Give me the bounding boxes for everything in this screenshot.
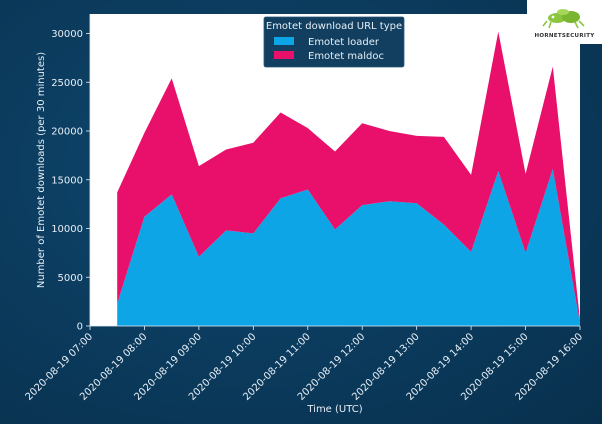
y-tick-label: 5000 xyxy=(58,273,83,284)
y-tick-label: 10000 xyxy=(51,224,83,235)
legend-items: Emotet loader Emotet maldoc xyxy=(274,37,384,62)
y-tick-label: 20000 xyxy=(51,127,83,138)
legend-label-emotet-loader: Emotet loader xyxy=(308,37,380,48)
logo-wordmark: HORNETSECURITY xyxy=(534,33,595,39)
legend-title: Emotet download URL type xyxy=(266,21,402,32)
legend-label-emotet-maldoc: Emotet maldoc xyxy=(308,51,384,62)
legend: Emotet download URL type Emotet loaderEm… xyxy=(263,16,405,68)
y-tick-label: 30000 xyxy=(51,29,83,40)
y-tick-label: 25000 xyxy=(51,78,83,89)
y-tick-label: 15000 xyxy=(51,175,83,186)
legend-box xyxy=(263,16,405,68)
y-axis-label: Number of Emotet downloads (per 30 minut… xyxy=(36,52,47,288)
legend-swatch-emotet-loader xyxy=(274,37,294,45)
x-axis-label: Time (UTC) xyxy=(306,404,362,415)
legend-swatch-emotet-maldoc xyxy=(274,51,294,59)
area-emotet-loader xyxy=(117,169,580,326)
hornet-icon xyxy=(542,9,585,29)
y-tick-label: 0 xyxy=(77,322,83,333)
y-axis: 0 5000 10000 15000 20000 25000 30000 xyxy=(51,14,91,333)
hornetsecurity-logo: HORNETSECURITY xyxy=(527,0,602,44)
area-emotet-maldoc xyxy=(117,31,580,324)
area-series xyxy=(117,31,580,326)
